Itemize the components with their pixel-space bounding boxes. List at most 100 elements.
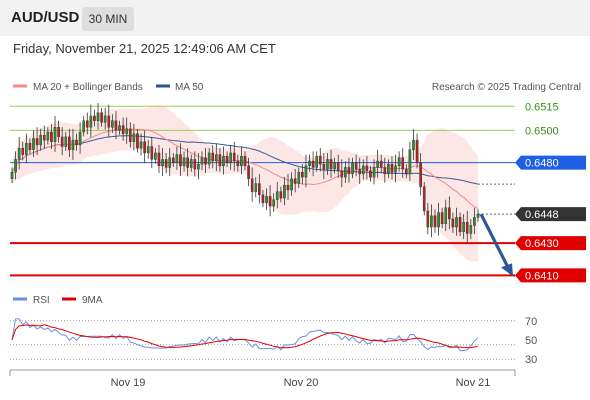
ma50-legend-label: MA 50	[175, 82, 204, 93]
level-label-0.6500: 0.6500	[525, 125, 559, 137]
level-tag-text-0.6430: 0.6430	[525, 238, 559, 250]
candle-body-102	[376, 160, 379, 168]
candle-body-53	[200, 157, 204, 165]
bollinger-band	[12, 104, 478, 262]
candle-body-121	[444, 207, 448, 225]
candle-body-19	[78, 131, 82, 146]
level-tag-text-0.6410: 0.6410	[525, 270, 559, 282]
candle-body-118	[433, 215, 437, 228]
candle-body-9	[42, 135, 46, 141]
candle-body-71	[265, 196, 268, 204]
candle-body-90	[333, 162, 336, 170]
candle-body-110	[404, 168, 408, 175]
candle-body-86	[318, 155, 322, 165]
candle-body-92	[340, 170, 344, 178]
candle-body-111	[408, 149, 412, 175]
research-credit: Research © 2025 Trading Central	[432, 82, 581, 93]
candle-body-70	[261, 194, 265, 204]
candle-body-108	[397, 157, 401, 167]
candle-body-6	[32, 138, 35, 150]
chart-datetime: Friday, November 21, 2025 12:49:06 AM CE…	[13, 41, 276, 56]
rsi-tick-30: 30	[525, 354, 537, 366]
rsi-legend-label: RSI	[33, 295, 50, 306]
candle-body-81	[301, 172, 304, 178]
candle-body-5	[28, 143, 32, 150]
candle-body-12	[53, 127, 57, 142]
candle-body-23	[93, 115, 96, 121]
candle-body-42	[161, 159, 164, 167]
candle-body-109	[401, 157, 405, 170]
timeframe-button[interactable]: 30 MIN	[82, 7, 134, 31]
candle-body-27	[107, 115, 111, 128]
ma20-legend-label: MA 20 + Bollinger Bands	[33, 82, 143, 93]
candle-body-13	[57, 127, 60, 138]
candle-body-83	[308, 160, 311, 167]
symbol-label: AUD/USD	[11, 9, 80, 26]
candle-body-65	[243, 155, 247, 167]
candle-body-57	[215, 154, 218, 162]
candle-body-49	[186, 157, 189, 168]
candle-body-50	[189, 159, 193, 168]
candle-body-124	[455, 217, 458, 228]
candle-body-85	[315, 155, 319, 168]
candle-body-0	[10, 172, 14, 179]
candle-body-8	[39, 135, 42, 146]
candle-body-43	[164, 159, 168, 168]
candle-body-38	[146, 146, 150, 154]
candle-body-82	[304, 165, 308, 178]
candle-body-74	[275, 191, 279, 200]
x-tick-label-2: Nov 21	[456, 377, 491, 389]
candle-body-63	[236, 160, 240, 167]
candle-body-128	[469, 225, 473, 234]
candle-body-68	[254, 183, 258, 192]
candle-body-28	[111, 120, 114, 128]
projection-arrow-shaft	[479, 213, 511, 271]
candle-body-31	[121, 125, 125, 134]
level-tag-text-0.6448: 0.6448	[525, 209, 559, 221]
candle-body-25	[100, 112, 103, 123]
candle-body-16	[68, 136, 71, 150]
candle-body-34	[132, 133, 136, 142]
candle-body-98	[361, 165, 365, 175]
candle-body-129	[473, 217, 476, 226]
candle-body-30	[118, 125, 121, 131]
candle-body-103	[379, 160, 383, 168]
candle-body-67	[250, 178, 254, 192]
ma50-line	[11, 135, 479, 185]
candle-body-122	[448, 207, 451, 220]
candle-body-117	[430, 215, 433, 228]
candle-body-15	[64, 136, 68, 147]
candle-body-126	[462, 222, 465, 233]
candle-body-4	[25, 143, 28, 155]
candle-body-88	[326, 159, 329, 170]
candle-body-14	[60, 136, 64, 147]
candle-body-87	[322, 164, 326, 170]
level-tag-0.6448	[515, 207, 586, 222]
candle-body-76	[283, 184, 286, 199]
candle-body-94	[347, 167, 351, 175]
candle-body-62	[232, 152, 236, 162]
candle-body-36	[139, 141, 143, 149]
candle-body-58	[218, 154, 222, 167]
candle-body-17	[71, 139, 75, 150]
candle-body-39	[150, 146, 154, 160]
candle-body-47	[179, 154, 182, 167]
rsi-line	[11, 318, 479, 352]
candle-body-35	[136, 133, 139, 149]
rsi-ma-line	[11, 324, 479, 349]
candle-body-60	[225, 155, 229, 163]
candle-body-1	[14, 159, 17, 173]
candle-body-123	[451, 218, 455, 228]
rsi-tick-70: 70	[525, 316, 537, 328]
candle-body-61	[229, 152, 232, 163]
candle-body-52	[197, 164, 200, 170]
level-label-0.6515: 0.6515	[525, 101, 559, 113]
candle-body-69	[258, 183, 261, 196]
candle-body-37	[143, 141, 146, 154]
candle-body-44	[168, 157, 172, 168]
candle-body-107	[394, 165, 397, 173]
rsi-tick-50: 50	[525, 335, 537, 347]
candle-body-99	[365, 165, 369, 171]
